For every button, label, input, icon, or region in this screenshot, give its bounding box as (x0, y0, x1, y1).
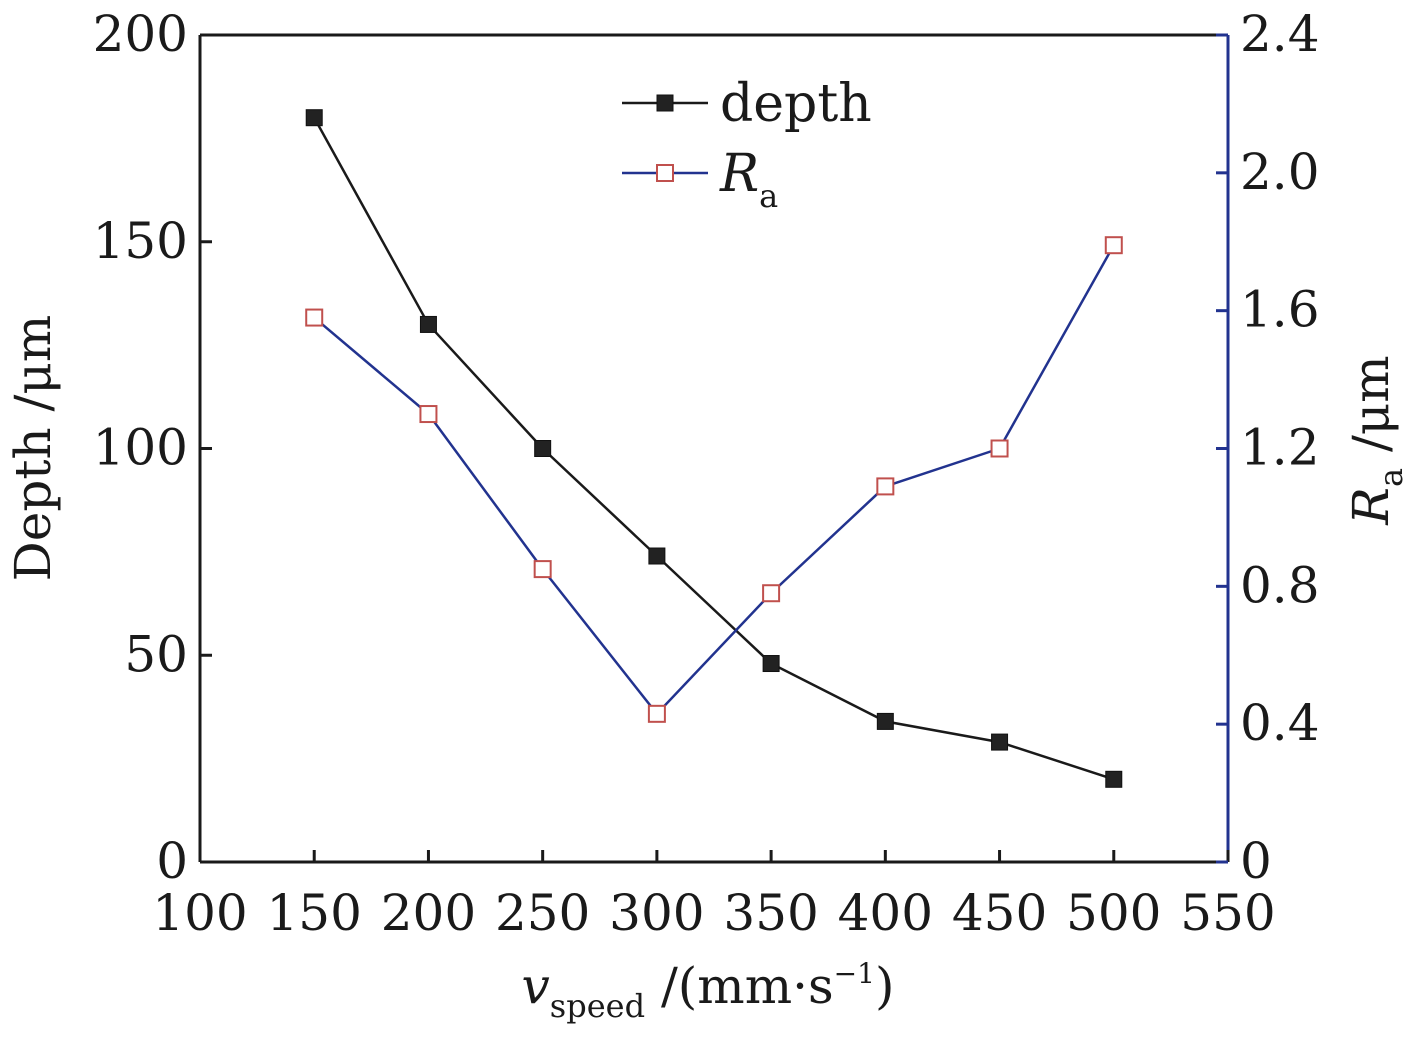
x-axis-title: vspeed /(mm·s−1) (522, 957, 895, 1025)
series-layer (305, 109, 1123, 788)
data-point (762, 584, 781, 603)
y-left-tick-label: 50 (124, 625, 188, 683)
y-left-tick-label: 100 (93, 419, 188, 477)
legend-marker-depth (656, 94, 674, 112)
x-tick-label: 150 (267, 884, 362, 942)
y-left-tick-label: 150 (93, 212, 188, 270)
legend-label-depth: depth (720, 74, 872, 134)
series-line-0 (313, 117, 1115, 781)
data-point (648, 547, 666, 565)
data-point (305, 109, 323, 127)
x-tick-label: 550 (1180, 884, 1275, 942)
y-right-tick-label: 2.4 (1240, 5, 1320, 63)
y-right-tick-label: 0.8 (1240, 556, 1320, 614)
legend-label-ra: Ra (719, 144, 778, 215)
x-tick-label: 100 (152, 884, 247, 942)
y-right-tick-label: 2.0 (1240, 143, 1320, 201)
x-tick-label: 500 (1066, 884, 1161, 942)
y-right-tick-label: 1.2 (1240, 419, 1320, 477)
data-point (419, 315, 437, 333)
x-tick-label: 400 (838, 884, 933, 942)
x-tick-label: 300 (609, 884, 704, 942)
y-left-tick-label: 0 (156, 832, 188, 890)
y-right-tick-label: 0.4 (1240, 694, 1320, 752)
legend: depth Ra (622, 74, 872, 215)
data-point (419, 405, 438, 424)
data-point (533, 560, 552, 579)
data-point (991, 733, 1009, 751)
data-point (990, 439, 1009, 458)
data-point (534, 440, 552, 457)
legend-marker-ra (656, 164, 674, 182)
data-point (762, 655, 780, 673)
x-tick-label: 250 (495, 884, 590, 942)
y-left-tick-label: 200 (93, 5, 188, 63)
data-point (305, 308, 324, 327)
data-point (1105, 770, 1123, 788)
x-tick-label: 450 (952, 884, 1047, 942)
y-axis-right-title: Ra /μm (1342, 355, 1410, 525)
y-axis-left-title: Depth /μm (4, 315, 62, 582)
data-point (876, 477, 895, 496)
y-right-tick-label: 0 (1240, 832, 1272, 890)
axes: 100 150 200 250 300 350 400 450 500 5500501001502… (93, 5, 1320, 942)
data-point (1104, 236, 1123, 255)
data-point (876, 712, 894, 730)
y-right-tick-label: 1.6 (1240, 281, 1320, 339)
data-point (647, 704, 666, 723)
x-tick-label: 350 (723, 884, 818, 942)
series-line-1 (313, 244, 1115, 716)
x-tick-label: 200 (381, 884, 476, 942)
